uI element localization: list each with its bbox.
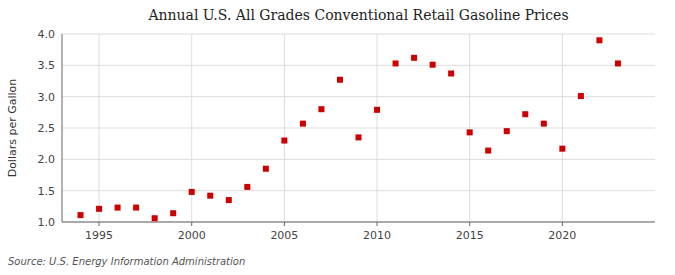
point: [263, 166, 269, 172]
grid-line: [469, 34, 470, 222]
grid-line: [62, 190, 655, 191]
axes: 1.0 1.5 2.0 2.5 3.0 3.5 4.0 1995 2000 2005 2010 201…: [38, 28, 656, 242]
point: [189, 189, 195, 195]
point: [615, 60, 621, 66]
point: [374, 107, 380, 113]
grid-line: [62, 222, 655, 223]
tick-mark: [99, 222, 100, 226]
point: [115, 205, 121, 211]
tick-label: 3.5: [38, 59, 56, 72]
grid-line: [284, 34, 285, 222]
tick-label: 2010: [363, 229, 391, 242]
chart: 1.0 1.5 2.0 2.5 3.0 3.5 4.0 1995 2000 2005 2010 201…: [0, 0, 675, 275]
grid-line: [62, 96, 655, 97]
point: [281, 138, 287, 144]
grid-line: [62, 34, 655, 35]
grid-line: [377, 34, 378, 222]
grid-line: [62, 65, 655, 66]
point: [170, 210, 176, 216]
point: [411, 55, 417, 61]
point: [133, 205, 139, 211]
grid-line: [562, 34, 563, 222]
point: [393, 60, 399, 66]
point: [430, 62, 436, 68]
point: [578, 93, 584, 99]
point: [596, 37, 602, 43]
point: [244, 184, 250, 190]
tick-label: 2000: [178, 229, 206, 242]
tick-mark: [377, 222, 378, 226]
tick-label: 2020: [548, 229, 576, 242]
tick-label: 1.5: [38, 185, 56, 198]
x-axis-line: [62, 222, 655, 223]
tick-mark: [284, 222, 285, 226]
tick-label: 2005: [270, 229, 298, 242]
point: [318, 106, 324, 112]
tick-label: 3.0: [38, 91, 56, 104]
source: Source: U.S. Energy Information Administ…: [8, 256, 245, 267]
y-axis-line: [62, 34, 63, 222]
point: [152, 215, 158, 221]
tick-mark: [469, 222, 470, 226]
point: [226, 197, 232, 203]
tick-label: 2.5: [38, 122, 56, 135]
plot-area: [62, 34, 655, 222]
tick-label: 2015: [456, 229, 484, 242]
point: [337, 77, 343, 83]
grid-line: [99, 34, 100, 222]
y-axis-label: Dollars per Gallon: [6, 79, 19, 178]
grid-line: [62, 159, 655, 160]
point: [78, 212, 84, 218]
grid-line: [62, 128, 655, 129]
tick-label: 1.0: [38, 216, 56, 229]
point: [504, 128, 510, 134]
point: [207, 193, 213, 199]
tick-label: 2.0: [38, 153, 56, 166]
point: [559, 146, 565, 152]
tick-mark: [191, 222, 192, 226]
title: Annual U.S. All Grades Conventional Reta…: [147, 7, 568, 23]
point: [541, 121, 547, 127]
point: [356, 134, 362, 140]
point: [522, 111, 528, 117]
tick-label: 4.0: [38, 28, 56, 41]
points: [78, 37, 621, 221]
tick-label: 1995: [85, 229, 113, 242]
point: [300, 121, 306, 127]
tick-mark: [562, 222, 563, 226]
point: [96, 206, 102, 212]
point: [448, 70, 454, 76]
point: [467, 129, 473, 135]
point: [485, 148, 491, 154]
grid: [62, 34, 655, 222]
